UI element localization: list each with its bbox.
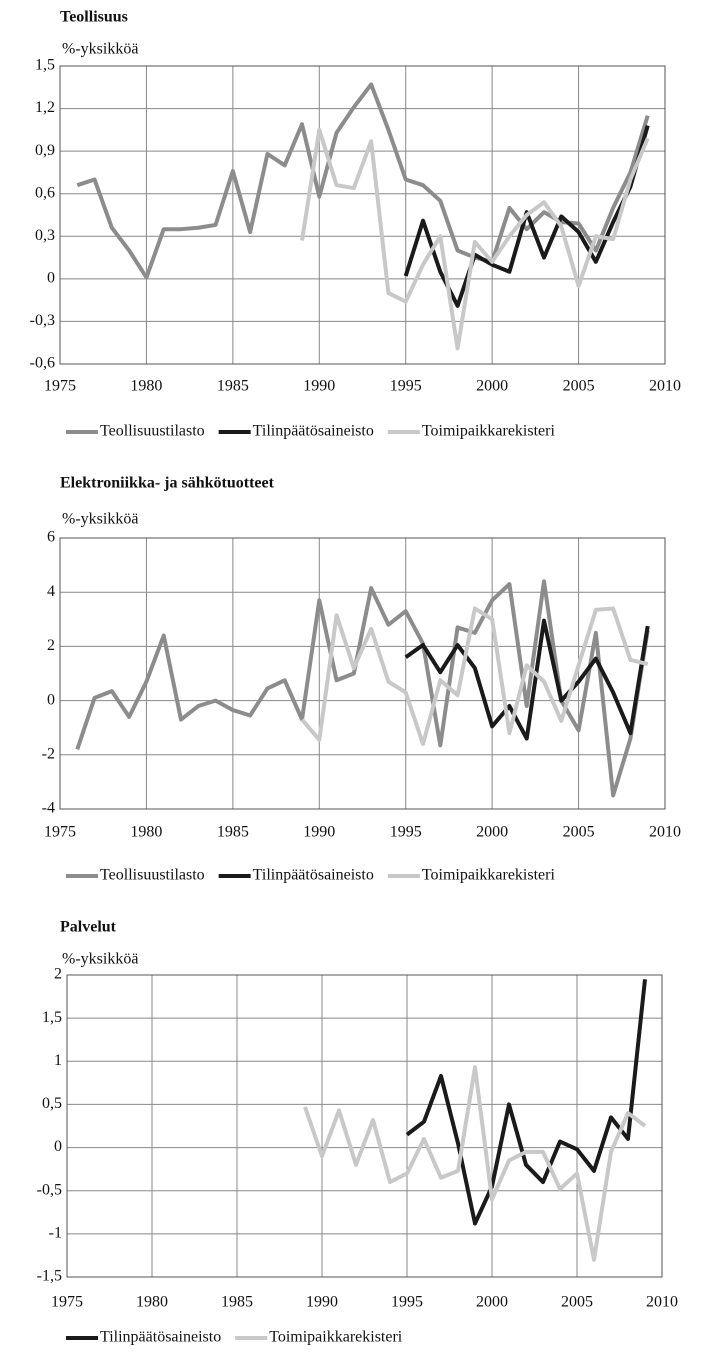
x-tick-label: 2005 [561, 1294, 593, 1311]
series-line [300, 606, 649, 746]
y-tick-label: 1,5 [35, 57, 55, 74]
y-tick-label: 2 [54, 966, 62, 983]
y-tick-label: 0,6 [35, 184, 55, 201]
y-tick-label: 6 [47, 529, 55, 546]
y-axis-label: %-yksikköä [62, 511, 138, 528]
x-tick-label: 2000 [476, 824, 508, 841]
series-line [75, 579, 650, 798]
y-tick-label: 1,2 [35, 99, 55, 116]
plot-frame [59, 537, 666, 810]
x-tick-label: 2010 [646, 1294, 678, 1311]
x-tick-label: 1975 [44, 378, 76, 395]
y-tick-label: -0,5 [37, 1181, 62, 1198]
plot-frame [59, 65, 666, 365]
y-tick-label: 1 [54, 1052, 62, 1069]
legend-label: Teollisuustilasto [100, 423, 205, 440]
plot-frame [66, 974, 663, 1278]
x-tick-label: 1995 [390, 824, 422, 841]
y-tick-label: 0,5 [42, 1095, 62, 1112]
series-line [303, 1065, 647, 1262]
x-tick-label: 1980 [130, 824, 162, 841]
x-tick-label: 2010 [649, 378, 681, 395]
series-line [404, 618, 650, 741]
y-tick-label: -1 [49, 1225, 62, 1242]
x-tick-label: 2000 [476, 1294, 508, 1311]
chart-title: Teollisuus [60, 9, 128, 26]
x-tick-label: 1995 [390, 378, 422, 395]
x-tick-label: 1980 [136, 1294, 168, 1311]
y-tick-label: 0 [47, 270, 55, 287]
y-tick-label: -1,5 [37, 1268, 62, 1285]
x-tick-label: 1980 [130, 378, 162, 395]
y-tick-label: 0 [47, 691, 55, 708]
x-tick-label: 2005 [563, 824, 595, 841]
x-tick-label: 1985 [217, 378, 249, 395]
y-tick-label: -2 [42, 745, 55, 762]
x-tick-label: 1985 [221, 1294, 253, 1311]
y-tick-label: -4 [42, 800, 55, 817]
chart-title: Palvelut [60, 919, 117, 936]
y-tick-label: 1,5 [42, 1009, 62, 1026]
legend-label: Teollisuustilasto [100, 867, 205, 884]
series-line [405, 979, 647, 1226]
y-tick-label: 4 [47, 583, 55, 600]
y-tick-label: -0,3 [30, 312, 55, 329]
y-tick-label: 0 [54, 1138, 62, 1155]
x-tick-label: 1990 [303, 378, 335, 395]
series-line [300, 127, 650, 351]
y-tick-label: 0,9 [35, 142, 55, 159]
y-axis-label: %-yksikköä [62, 951, 138, 968]
x-tick-label: 2000 [476, 378, 508, 395]
x-tick-label: 1975 [44, 824, 76, 841]
x-tick-label: 1995 [391, 1294, 423, 1311]
legend-label: Tilinpäätösaineisto [253, 423, 374, 440]
legend-label: Tilinpäätösaineisto [100, 1329, 221, 1346]
y-tick-label: -0,6 [30, 355, 55, 372]
y-axis-label: %-yksikköä [62, 41, 138, 58]
x-tick-label: 1990 [306, 1294, 338, 1311]
legend-label: Toimipaikkarekisteri [422, 423, 556, 440]
x-tick-label: 2005 [563, 378, 595, 395]
legend-label: Toimipaikkarekisteri [269, 1329, 403, 1346]
x-tick-label: 1985 [217, 824, 249, 841]
x-tick-label: 2010 [649, 824, 681, 841]
series-line [76, 82, 650, 280]
y-tick-label: 0,3 [35, 227, 55, 244]
legend-label: Tilinpäätösaineisto [253, 867, 374, 884]
x-tick-label: 1975 [51, 1294, 83, 1311]
legend-label: Toimipaikkarekisteri [422, 867, 556, 884]
x-tick-label: 1990 [303, 824, 335, 841]
y-tick-label: 2 [47, 637, 55, 654]
chart-title: Elektroniikka- ja sähkötuotteet [60, 475, 275, 492]
